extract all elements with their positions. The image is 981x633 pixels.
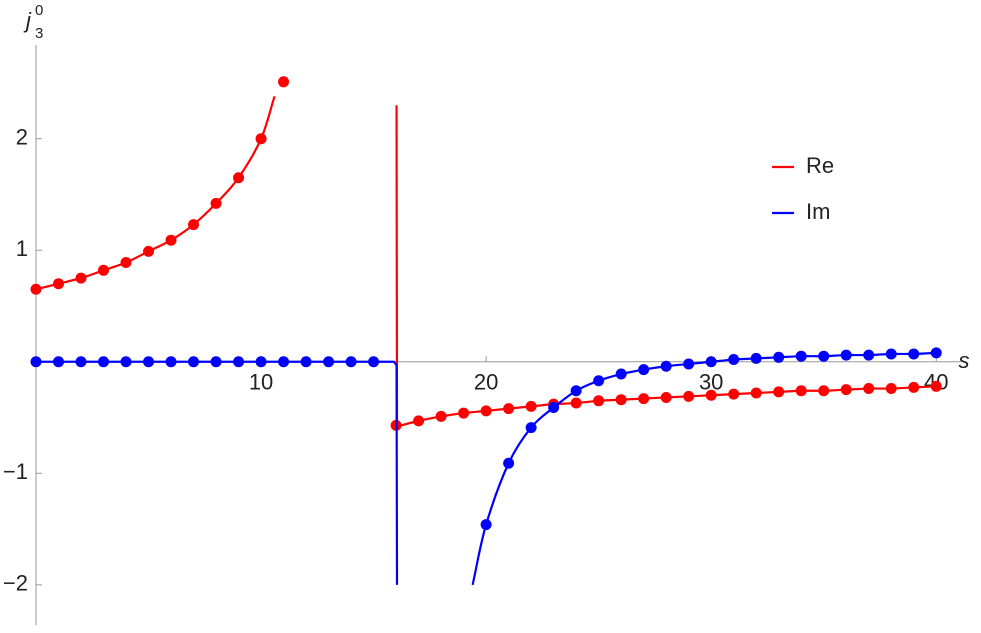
data-point bbox=[683, 358, 695, 370]
data-point bbox=[863, 349, 875, 361]
data-point bbox=[885, 348, 897, 360]
data-point bbox=[210, 356, 222, 368]
data-point bbox=[53, 278, 65, 290]
data-point bbox=[615, 368, 627, 380]
line bbox=[35, 360, 399, 585]
x-axis-label: s bbox=[959, 348, 970, 373]
data-point bbox=[728, 354, 740, 366]
data-point bbox=[368, 356, 380, 368]
data-point bbox=[795, 385, 807, 397]
data-point bbox=[705, 356, 717, 368]
data-point bbox=[278, 76, 290, 88]
data-point bbox=[98, 356, 110, 368]
data-point bbox=[908, 381, 920, 393]
legend-label: Im bbox=[806, 199, 830, 224]
data-point bbox=[143, 356, 155, 368]
y-tick-label: −2 bbox=[3, 571, 28, 596]
y-tick-label: −1 bbox=[3, 459, 28, 484]
data-point bbox=[98, 264, 110, 276]
data-point bbox=[840, 384, 852, 396]
data-point bbox=[188, 219, 200, 231]
data-point bbox=[188, 356, 200, 368]
data-point bbox=[503, 403, 515, 415]
data-point bbox=[818, 385, 830, 397]
data-point bbox=[210, 197, 222, 209]
data-point bbox=[773, 351, 785, 363]
data-point bbox=[120, 257, 132, 268]
y-axis-label-sup: 0 bbox=[35, 2, 43, 19]
data-point bbox=[660, 391, 672, 403]
data-point bbox=[885, 383, 897, 395]
data-point bbox=[773, 386, 785, 398]
data-point bbox=[435, 410, 447, 422]
y-axis-label-sub: 3 bbox=[35, 25, 43, 42]
data-point bbox=[30, 356, 42, 368]
data-point bbox=[413, 415, 425, 427]
data-point bbox=[930, 347, 942, 359]
legend-label: Re bbox=[806, 153, 834, 178]
data-point bbox=[570, 385, 582, 397]
data-point bbox=[345, 356, 357, 368]
data-point bbox=[840, 349, 852, 361]
data-point bbox=[705, 389, 717, 401]
data-point bbox=[480, 519, 492, 531]
data-point bbox=[615, 394, 627, 406]
data-point bbox=[75, 356, 87, 368]
data-point bbox=[165, 356, 177, 368]
data-point bbox=[278, 356, 290, 368]
data-point bbox=[323, 356, 335, 368]
data-point bbox=[458, 407, 470, 419]
data-point bbox=[908, 348, 920, 360]
data-point bbox=[795, 350, 807, 362]
data-point bbox=[548, 402, 560, 413]
data-point bbox=[660, 360, 672, 372]
data-point bbox=[255, 133, 267, 145]
x-tick-label: 10 bbox=[249, 370, 273, 395]
data-point bbox=[593, 375, 605, 387]
data-point bbox=[30, 283, 42, 295]
data-point bbox=[570, 397, 582, 409]
data-point bbox=[480, 405, 492, 417]
data-point bbox=[503, 457, 515, 469]
data-point bbox=[750, 352, 762, 364]
data-point bbox=[165, 234, 177, 246]
line bbox=[35, 95, 276, 291]
x-tick-label: 20 bbox=[474, 370, 498, 395]
data-point bbox=[683, 390, 695, 402]
data-point bbox=[863, 383, 875, 395]
data-point bbox=[818, 350, 830, 362]
data-point bbox=[143, 245, 155, 257]
data-point bbox=[300, 356, 312, 368]
data-point bbox=[120, 356, 132, 368]
data-point bbox=[638, 364, 650, 376]
data-point bbox=[525, 400, 537, 412]
data-point bbox=[255, 356, 267, 368]
data-point bbox=[638, 393, 650, 405]
y-tick-label: 1 bbox=[16, 236, 28, 261]
y-axis-label-base: j bbox=[23, 8, 32, 33]
data-point bbox=[593, 395, 605, 407]
data-point bbox=[750, 387, 762, 399]
data-point bbox=[525, 422, 537, 434]
data-point bbox=[233, 172, 245, 184]
data-point bbox=[75, 272, 87, 284]
data-point bbox=[930, 380, 942, 392]
data-point bbox=[53, 356, 65, 368]
y-tick-label: 2 bbox=[16, 125, 28, 150]
data-point bbox=[233, 356, 245, 368]
data-point bbox=[728, 388, 740, 400]
line bbox=[471, 351, 937, 586]
